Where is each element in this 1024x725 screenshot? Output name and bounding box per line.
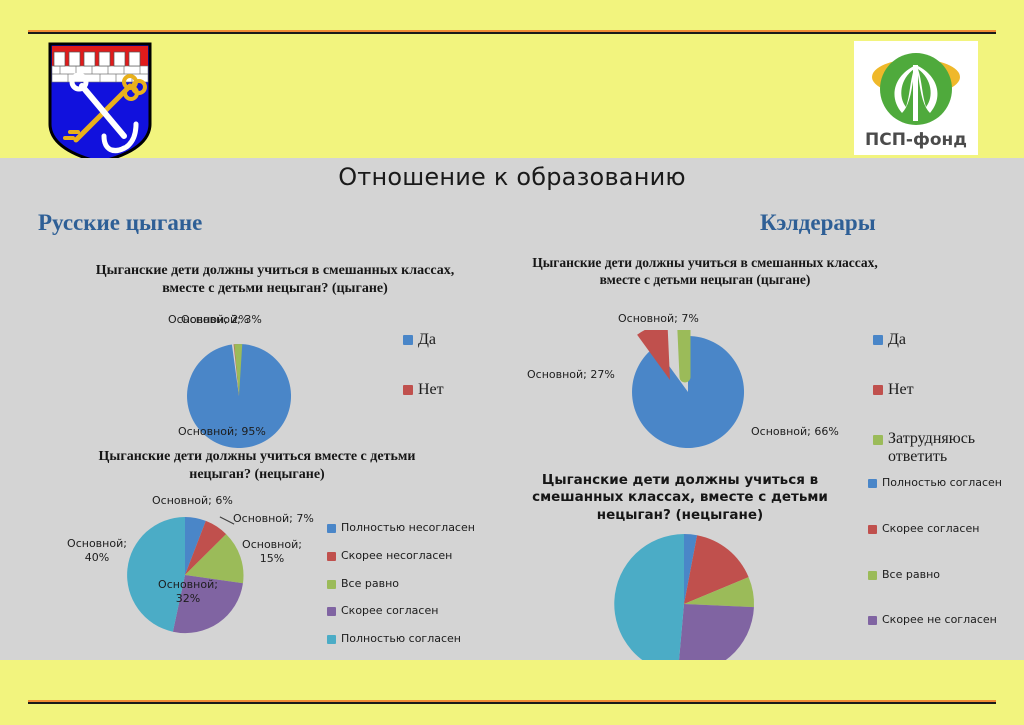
legend-swatch-icon <box>403 385 413 395</box>
legend-item-da[interactable]: Да <box>403 330 513 350</box>
legend-swatch-icon <box>868 524 877 534</box>
legend-left-top: Да Нет <box>403 330 513 406</box>
legend-label: Все равно <box>341 576 399 590</box>
pie-label-zatrudnyayus: Основной; 3% <box>181 313 262 326</box>
legend-item-skoree-nesoglasen[interactable]: Скорее несогласен <box>327 549 477 563</box>
legend-swatch-icon <box>873 385 883 395</box>
legend-left-bottom: Полностью несогласен Скорее несогласен В… <box>327 521 477 652</box>
top-yellow-band <box>0 0 1024 158</box>
legend-item-skoree-soglasen[interactable]: Скорее согласен <box>868 522 1020 536</box>
pie-label-da: Основной; 66% <box>751 425 839 438</box>
legend-item-polnostyu-soglasen[interactable]: Полностью согласен <box>868 476 1020 490</box>
pie-label-polnostyu-nesoglasen: Основной; 6% <box>152 494 233 507</box>
legend-swatch-icon <box>868 479 877 488</box>
legend-label: Полностью согласен <box>341 632 461 645</box>
legend-item-zatrudnyayus-otvetit[interactable]: Затрудняюсь ответить <box>873 430 1013 467</box>
chart-left-top: Цыганские дети должны учиться в смешанны… <box>75 262 475 298</box>
legend-swatch-icon <box>327 524 336 533</box>
pie-label-nyet: Основной; 27% <box>527 368 615 381</box>
legend-swatch-icon <box>327 579 336 589</box>
legend-swatch-icon <box>873 335 883 345</box>
legend-item-vse-ravno[interactable]: Все равно <box>868 568 1020 582</box>
chart-title: Цыганские дети должны учиться в смешанны… <box>532 472 828 523</box>
pie-label-skoree-soglasen: Основной; 32% <box>158 578 218 605</box>
legend-swatch-icon <box>327 635 336 644</box>
legend-right-bottom: Полностью согласен Скорее согласен Все р… <box>868 476 1020 679</box>
legend-label: Нет <box>888 381 914 398</box>
legend-label: Нет <box>418 381 444 398</box>
legend-label: Скорее согласен <box>341 604 439 618</box>
legend-label: Скорее несогласен <box>341 548 453 562</box>
svg-text:ПСП-фонд: ПСП-фонд <box>865 130 967 150</box>
legend-item-skoree-ne-soglasen[interactable]: Скорее не согласен <box>868 613 1020 627</box>
bottom-divider-rule <box>28 700 996 705</box>
pie-label-da: Основной; 95% <box>178 425 266 438</box>
legend-item-vse-ravno[interactable]: Все равно <box>327 577 477 591</box>
legend-label: Полностью несогласен <box>341 521 475 534</box>
chart-right-bottom: Цыганские дети должны учиться в смешанны… <box>495 472 865 524</box>
legend-label: Все равно <box>882 567 940 581</box>
legend-item-polnostyu-soglasen[interactable]: Полностью согласен <box>327 632 477 646</box>
legend-swatch-icon <box>868 570 877 580</box>
legend-item-nyet[interactable]: Нет <box>403 380 513 400</box>
legend-right-top: Да Нет Затрудняюсь ответить <box>873 330 1013 473</box>
chart-left-bottom: Цыганские дети должны учиться вместе с д… <box>72 448 442 484</box>
legend-label: Скорее согласен <box>882 521 980 535</box>
legend-label: Скорее не согласен <box>882 613 997 627</box>
chart-right-top: Цыганские дети должны учиться в смешанны… <box>530 254 880 289</box>
pie-left-top <box>186 343 292 449</box>
psp-fond-logo-icon: ПСП-фонд <box>854 41 978 155</box>
top-divider-rule <box>28 30 996 35</box>
page-title: Отношение к образованию <box>338 163 686 191</box>
legend-label: Затрудняюсь ответить <box>888 430 976 466</box>
legend-label: Да <box>418 331 437 348</box>
legend-item-da[interactable]: Да <box>873 330 1013 350</box>
legend-label: Полностью согласен <box>882 476 1002 489</box>
legend-label: Да <box>888 331 907 348</box>
legend-item-skoree-soglasen[interactable]: Скорее согласен <box>327 604 477 618</box>
pie-right-bottom <box>613 533 755 675</box>
legend-item-polnostyu-nesoglasen[interactable]: Полностью несогласен <box>327 521 477 535</box>
pie-label-polnostyu-soglasen: Основной; 40% <box>67 537 127 564</box>
bottom-yellow-band <box>0 660 1024 725</box>
pie-left-bottom <box>126 516 244 634</box>
legend-swatch-icon <box>868 616 877 626</box>
legend-swatch-icon <box>873 435 883 445</box>
chart-title: Цыганские дети должны учиться в смешанны… <box>532 255 878 288</box>
chart-title: Цыганские дети должны учиться вместе с д… <box>98 449 416 482</box>
legend-swatch-icon <box>403 335 413 345</box>
pie-label-skoree-nesoglasen: Основной; 7% <box>233 512 314 525</box>
chart-title: Цыганские дети должны учиться в смешанны… <box>95 263 455 296</box>
pie-right-top <box>596 315 774 450</box>
legend-swatch-icon <box>327 551 336 561</box>
section-heading-kalderash: Кэлдерары <box>760 210 876 235</box>
leningrad-oblast-coat-of-arms-icon <box>46 40 154 166</box>
pie-label-vse-ravno: Основной; 15% <box>242 538 302 565</box>
legend-swatch-icon <box>327 607 336 617</box>
pie-label-zatrudnyayus: Основной; 7% <box>618 312 699 325</box>
pie-label-nyet: Основной; 2% <box>168 313 249 326</box>
section-heading-russian-roma: Русские цыгане <box>38 210 203 235</box>
legend-item-nyet[interactable]: Нет <box>873 380 1013 400</box>
